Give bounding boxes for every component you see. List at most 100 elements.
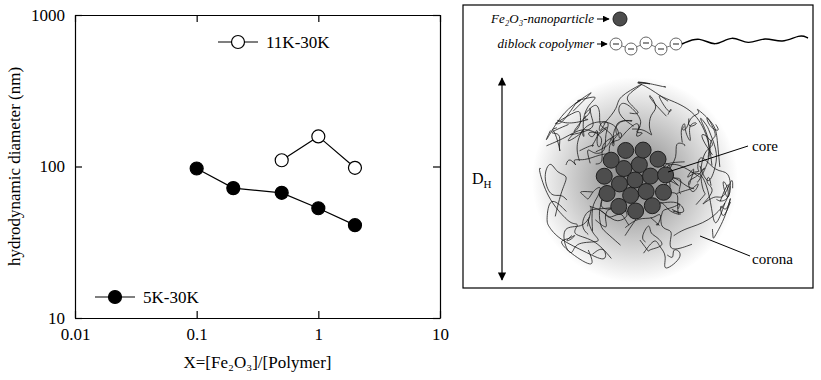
- tick-mark: [433, 166, 440, 167]
- tick: [318, 15, 319, 22]
- data-point: [312, 202, 325, 215]
- polymer-chain: [697, 118, 718, 182]
- nanoparticle: [628, 203, 644, 219]
- data-point: [348, 219, 361, 232]
- polymer-chain: [555, 103, 586, 132]
- polymer-chain: [552, 124, 568, 151]
- nanoparticle: [650, 151, 666, 167]
- copolymer-label: diblock copolymer: [498, 36, 595, 51]
- legend-marker: [232, 36, 245, 49]
- core-particles: [596, 142, 673, 219]
- tick-label: 0.01: [61, 325, 91, 344]
- diameter-subscript: H: [484, 178, 492, 190]
- polymer-chain: [546, 93, 591, 140]
- nanoparticle: [638, 183, 654, 199]
- data-point: [275, 154, 288, 167]
- nanoparticle: [635, 142, 651, 158]
- polymer-chain: [688, 169, 725, 223]
- charged-bead: [655, 43, 667, 55]
- nanoparticle: [596, 168, 612, 184]
- nanoparticle: [643, 168, 659, 184]
- tick: [433, 167, 440, 168]
- micelle-diagram: corecoronaDHFe₂O₃-nanoparticlediblock co…: [463, 5, 813, 288]
- charged-bead: [640, 37, 652, 49]
- data-point: [190, 162, 203, 175]
- y-axis-title: hydrodynamic diameter (nm): [5, 67, 24, 266]
- tick: [433, 15, 440, 16]
- key-arrow: [597, 44, 607, 45]
- nanoparticle: [603, 152, 619, 168]
- tick-mark: [197, 15, 198, 22]
- polymer-chain: [640, 226, 662, 251]
- nanoparticle: [655, 184, 671, 200]
- tick-label: 10: [432, 325, 449, 344]
- polymer-chain: [564, 217, 598, 253]
- charged-bead: [625, 43, 637, 55]
- tick: 100: [40, 157, 83, 176]
- diagram-frame: [463, 5, 813, 288]
- y-axis: 10 100 1000: [31, 6, 82, 328]
- charged-bead: [670, 38, 682, 50]
- x-axis-top-line: [76, 15, 441, 16]
- polymer-chain: [547, 201, 606, 259]
- corona-shading: [532, 77, 738, 283]
- data-point: [275, 186, 288, 199]
- y-axis-right-line: [440, 16, 441, 319]
- polymer-chain: [681, 118, 696, 142]
- x-axis-line: [76, 318, 441, 319]
- polymer-chain: [674, 182, 730, 236]
- x-axis-top: [76, 15, 441, 22]
- data-point: [312, 130, 325, 143]
- tick-label: 1: [315, 325, 324, 344]
- corona-leader: [700, 236, 750, 256]
- tick-mark: [75, 166, 82, 167]
- legend-marker: [109, 291, 122, 304]
- polymer-chain: [612, 120, 632, 145]
- diameter-arrow: [501, 78, 502, 280]
- legend-label: 11K-30K: [266, 33, 330, 52]
- polymer-chain: [669, 143, 685, 194]
- polymer-chain: [677, 168, 705, 194]
- nanoparticle: [611, 198, 627, 214]
- data-point: [348, 161, 361, 174]
- tick-mark: [433, 318, 440, 319]
- polymer-chain: [566, 153, 608, 165]
- tick: 1: [315, 311, 324, 344]
- tick-label: 100: [40, 157, 66, 176]
- charge-sign: [643, 42, 649, 43]
- charge-sign: [658, 48, 664, 49]
- diameter-symbol: D: [472, 170, 484, 187]
- nanoparticle: [658, 167, 674, 183]
- polymer-chain: [539, 168, 611, 258]
- polymer-chain: [712, 199, 730, 239]
- y-axis-right: [433, 16, 441, 319]
- tick: 1000: [31, 6, 82, 25]
- nanoparticle-label: Fe₂O₃-nanoparticle: [490, 11, 594, 26]
- tick-label: 10: [48, 309, 65, 328]
- neutral-block: [682, 36, 808, 44]
- legend-entry: 5K-30K: [95, 288, 199, 307]
- figure: 0.010.1110101001000X=[Fe₂O₃]/[Polymer]hy…: [0, 0, 821, 380]
- polymer-chain: [545, 164, 567, 216]
- tick-mark: [318, 15, 319, 22]
- tick-mark: [197, 311, 198, 318]
- corona-chains: [539, 82, 732, 268]
- polymer-chain: [562, 235, 593, 263]
- x-axis: 0.010.1110: [61, 311, 449, 344]
- polymer-chain: [568, 97, 595, 141]
- data-point: [227, 182, 240, 195]
- x-axis-title: X=[Fe₂O₃]/[Polymer]: [184, 353, 332, 372]
- tick-mark: [318, 311, 319, 318]
- core-label: core: [752, 138, 778, 154]
- charged-bead: [610, 38, 622, 50]
- tick: [433, 318, 440, 319]
- charge-sign: [673, 43, 679, 44]
- tick-mark: [433, 15, 440, 16]
- nanoparticle: [644, 198, 660, 214]
- key-arrow: [597, 19, 609, 20]
- core-leader: [668, 146, 748, 172]
- nanoparticle: [618, 142, 634, 158]
- tick: [197, 15, 198, 22]
- polymer-chain: [703, 177, 733, 204]
- key-nanoparticle: [613, 12, 627, 26]
